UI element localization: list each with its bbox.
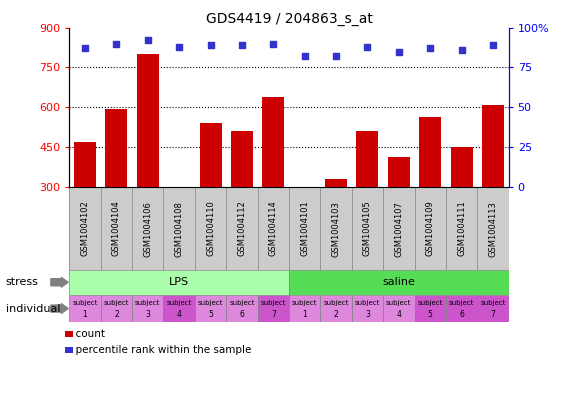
Bar xyxy=(101,295,132,322)
Bar xyxy=(195,295,226,322)
Text: subject: subject xyxy=(135,299,161,305)
Point xyxy=(143,37,153,44)
Bar xyxy=(226,295,258,322)
Text: subject: subject xyxy=(323,299,349,305)
Text: subject: subject xyxy=(166,299,192,305)
Text: subject: subject xyxy=(449,299,475,305)
Text: 7: 7 xyxy=(271,310,276,319)
Text: 3: 3 xyxy=(365,310,370,319)
Text: GSM1004109: GSM1004109 xyxy=(426,201,435,257)
Text: GSM1004103: GSM1004103 xyxy=(332,201,340,257)
Text: GSM1004101: GSM1004101 xyxy=(300,201,309,257)
Bar xyxy=(352,295,383,322)
Text: GSM1004111: GSM1004111 xyxy=(457,201,466,257)
Text: 1: 1 xyxy=(83,310,87,319)
Bar xyxy=(74,142,96,187)
Text: GSM1004114: GSM1004114 xyxy=(269,201,278,257)
Title: GDS4419 / 204863_s_at: GDS4419 / 204863_s_at xyxy=(206,13,372,26)
Text: 1: 1 xyxy=(302,310,307,319)
Bar xyxy=(262,97,284,187)
Text: GSM1004108: GSM1004108 xyxy=(175,201,184,257)
Bar xyxy=(258,295,289,322)
Text: percentile rank within the sample: percentile rank within the sample xyxy=(69,345,252,355)
Text: subject: subject xyxy=(198,299,223,305)
Bar xyxy=(357,132,379,187)
Text: 6: 6 xyxy=(239,310,244,319)
Text: 3: 3 xyxy=(145,310,150,319)
Text: LPS: LPS xyxy=(169,277,189,287)
Text: 6: 6 xyxy=(459,310,464,319)
Text: saline: saline xyxy=(383,277,415,287)
Point xyxy=(269,40,278,47)
Bar xyxy=(69,270,289,295)
Text: 5: 5 xyxy=(208,310,213,319)
Text: subject: subject xyxy=(386,299,412,305)
Bar xyxy=(325,180,347,187)
Bar xyxy=(231,132,253,187)
Text: subject: subject xyxy=(292,299,317,305)
Text: subject: subject xyxy=(229,299,255,305)
Point xyxy=(175,44,184,50)
Text: 2: 2 xyxy=(114,310,119,319)
Bar xyxy=(414,295,446,322)
Point xyxy=(80,45,90,51)
Text: 4: 4 xyxy=(397,310,401,319)
Text: GSM1004107: GSM1004107 xyxy=(394,201,403,257)
Text: GSM1004113: GSM1004113 xyxy=(488,201,498,257)
Text: subject: subject xyxy=(417,299,443,305)
Point xyxy=(457,47,466,53)
Text: GSM1004102: GSM1004102 xyxy=(80,201,90,257)
Bar xyxy=(451,147,473,187)
Bar xyxy=(320,295,352,322)
Bar xyxy=(388,157,410,187)
Point xyxy=(488,42,498,48)
Text: subject: subject xyxy=(355,299,380,305)
Point xyxy=(238,42,247,48)
Text: GSM1004112: GSM1004112 xyxy=(238,201,246,257)
Text: subject: subject xyxy=(261,299,286,305)
Text: GSM1004110: GSM1004110 xyxy=(206,201,215,257)
Point xyxy=(206,42,215,48)
Bar xyxy=(477,295,509,322)
Bar xyxy=(482,105,504,187)
Text: subject: subject xyxy=(72,299,98,305)
Point xyxy=(300,53,309,59)
Point xyxy=(363,44,372,50)
Text: subject: subject xyxy=(103,299,129,305)
Point xyxy=(425,45,435,51)
Text: subject: subject xyxy=(480,299,506,305)
Bar xyxy=(289,295,320,322)
Bar xyxy=(446,295,477,322)
Text: 4: 4 xyxy=(177,310,181,319)
Bar xyxy=(164,295,195,322)
Bar xyxy=(69,295,101,322)
Point xyxy=(394,48,403,55)
Text: count: count xyxy=(69,329,105,339)
Bar xyxy=(383,295,414,322)
Text: 2: 2 xyxy=(334,310,339,319)
Text: individual: individual xyxy=(6,303,60,314)
Text: GSM1004105: GSM1004105 xyxy=(363,201,372,257)
Bar xyxy=(419,117,441,187)
Bar xyxy=(199,123,221,187)
Point xyxy=(112,40,121,47)
Bar xyxy=(132,295,164,322)
Text: stress: stress xyxy=(6,277,39,287)
Point xyxy=(331,53,340,59)
Text: GSM1004106: GSM1004106 xyxy=(143,201,152,257)
Text: GSM1004104: GSM1004104 xyxy=(112,201,121,257)
Text: 7: 7 xyxy=(491,310,495,319)
Bar xyxy=(137,54,159,187)
Bar xyxy=(105,109,127,187)
Bar xyxy=(289,270,509,295)
Text: 5: 5 xyxy=(428,310,433,319)
